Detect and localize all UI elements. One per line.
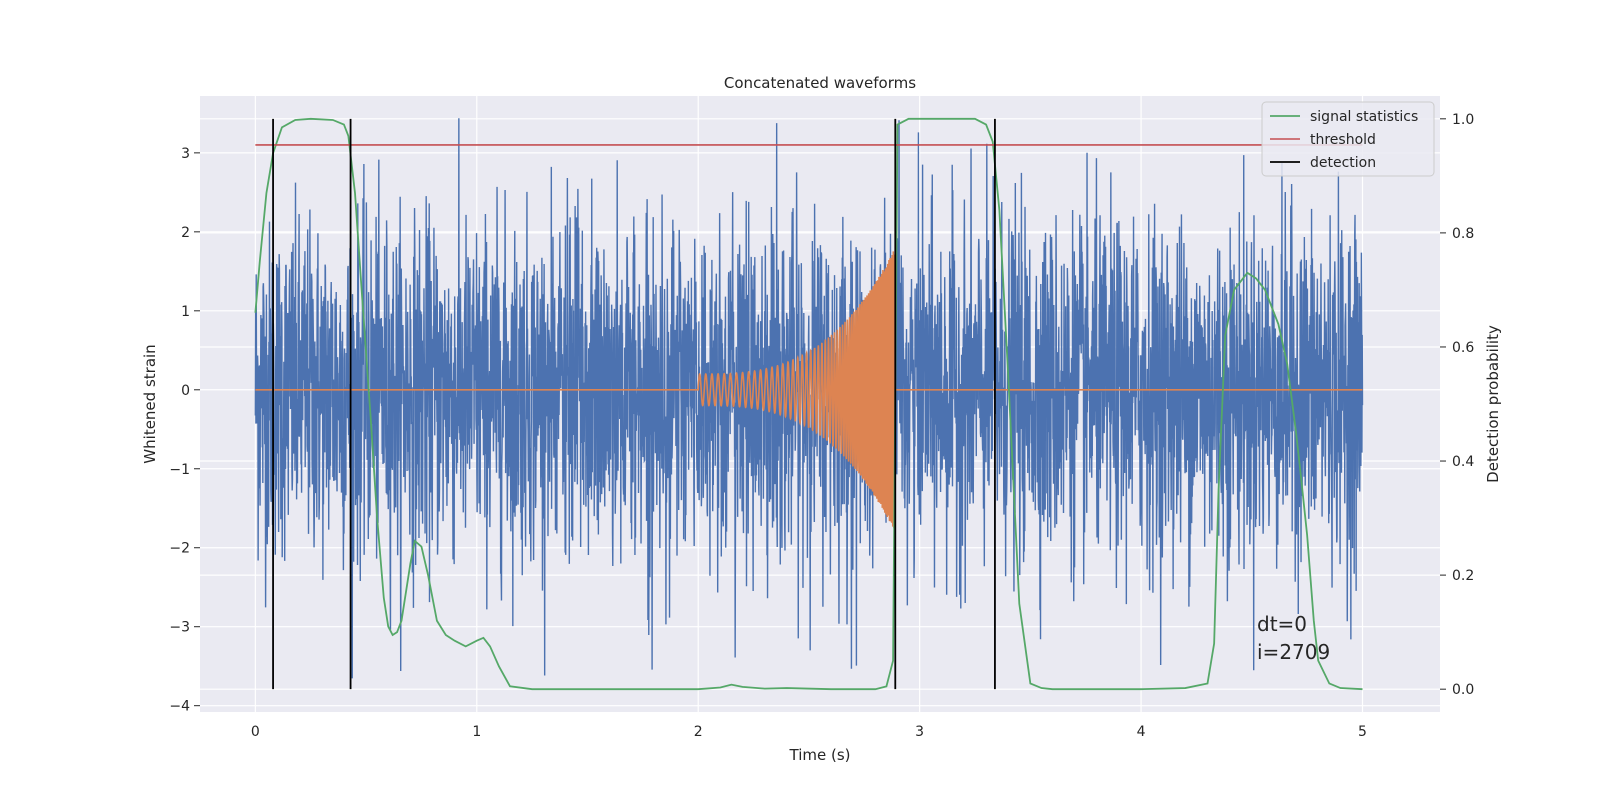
y2-tick-label-5: 1.0	[1452, 112, 1474, 128]
y-tick-label-3: −1	[169, 462, 190, 478]
y-axis-label: Whitened strain	[141, 344, 159, 463]
chart-title: Concatenated waveforms	[724, 74, 916, 92]
y-tick-label-4: 0	[181, 383, 190, 399]
plot-content	[254, 117, 1364, 691]
y-tick-label-6: 2	[181, 225, 190, 241]
y2-tick-label-1: 0.2	[1452, 568, 1474, 584]
x-tick-label-5: 5	[1358, 724, 1367, 740]
legend-box	[1261, 101, 1435, 177]
y-tick-label-0: −4	[169, 699, 190, 715]
annotation-dt: dt=0	[1257, 612, 1307, 636]
y2-axis-ticks: 0.0 0.2 0.4 0.6 0.8 1.0	[1440, 112, 1474, 698]
y2-tick-label-0: 0.0	[1452, 682, 1474, 698]
strain-series	[254, 118, 1364, 679]
x-tick-label-2: 2	[694, 724, 703, 740]
x-axis-label: Time (s)	[789, 746, 851, 764]
y2-tick-label-3: 0.6	[1452, 340, 1474, 356]
legend-label-threshold: threshold	[1310, 132, 1376, 148]
x-tick-label-0: 0	[251, 724, 260, 740]
x-axis-ticks: 0 1 2 3 4 5	[251, 724, 1367, 740]
y2-tick-label-4: 0.8	[1452, 226, 1474, 242]
statistics-series	[254, 117, 1363, 691]
y-tick-label-1: −3	[169, 620, 190, 636]
y-tick-label-2: −2	[169, 541, 190, 557]
y-axis-ticks: −4 −3 −2 −1 0 1 2 3	[169, 146, 200, 715]
annotation-index: i=2709	[1257, 640, 1330, 664]
legend: signal statistics threshold detection	[1261, 101, 1435, 177]
y2-axis-label: Detection probability	[1484, 325, 1502, 483]
x-tick-label-4: 4	[1137, 724, 1146, 740]
y2-tick-label-2: 0.4	[1452, 454, 1474, 470]
y-tick-label-5: 1	[181, 304, 190, 320]
legend-label-detection: detection	[1310, 155, 1376, 171]
detection-lines	[272, 118, 996, 690]
y-tick-label-7: 3	[181, 146, 190, 162]
x-tick-label-1: 1	[472, 724, 481, 740]
legend-label-statistics: signal statistics	[1310, 109, 1418, 125]
template-waveform	[255, 251, 1363, 529]
x-tick-label-3: 3	[915, 724, 924, 740]
